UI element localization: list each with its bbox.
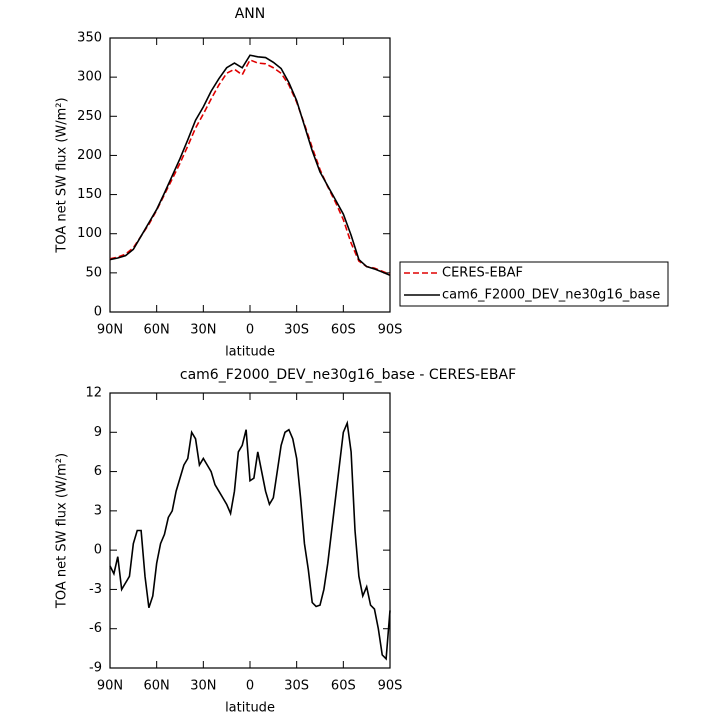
x-tick-label: 60N xyxy=(144,323,170,338)
legend-box xyxy=(399,261,669,307)
legend-label: CERES-EBAF xyxy=(442,266,523,281)
x-tick-label: 30N xyxy=(190,323,216,338)
y-tick-label: 0 xyxy=(94,305,102,320)
y-tick-label: -3 xyxy=(89,582,102,597)
y-tick-label: 6 xyxy=(94,464,102,479)
y-tick-label: 100 xyxy=(77,226,102,241)
data-line xyxy=(109,54,391,276)
y-tick-label: 9 xyxy=(94,425,102,440)
x-tick-label: 30N xyxy=(190,679,216,694)
y-tick-label: -6 xyxy=(89,621,102,636)
y-tick-label: 350 xyxy=(77,31,102,46)
y-tick-label: 3 xyxy=(94,503,102,518)
y-tick-label: 250 xyxy=(77,109,102,124)
y-tick-label: 12 xyxy=(85,386,102,401)
y-tick-label: 300 xyxy=(77,70,102,85)
x-tick-label: 30S xyxy=(284,679,309,694)
x-tick-label: 60S xyxy=(331,679,356,694)
chart-title: cam6_F2000_DEV_ne30g16_base - CERES-EBAF xyxy=(180,367,516,383)
x-tick-label: 0 xyxy=(246,323,254,338)
x-tick-label: 60N xyxy=(144,679,170,694)
x-tick-label: 90N xyxy=(97,679,123,694)
data-line xyxy=(109,420,391,661)
chart-title: ANN xyxy=(235,6,266,22)
y-tick-label: 50 xyxy=(85,265,102,280)
y-tick-label: -9 xyxy=(89,661,102,676)
x-tick-label: 90S xyxy=(378,679,403,694)
x-axis-label: latitude xyxy=(225,345,275,360)
x-tick-label: 60S xyxy=(331,323,356,338)
y-tick-label: 200 xyxy=(77,148,102,163)
x-axis-label: latitude xyxy=(225,701,275,716)
y-axis-label: TOA net SW flux (W/m²) xyxy=(55,453,70,609)
plot-frame xyxy=(109,392,391,669)
y-tick-label: 0 xyxy=(94,543,102,558)
x-tick-label: 90S xyxy=(378,323,403,338)
x-tick-label: 90N xyxy=(97,323,123,338)
legend-label: cam6_F2000_DEV_ne30g16_base xyxy=(442,288,660,303)
data-line xyxy=(109,58,391,276)
plot-frame xyxy=(109,37,391,313)
x-tick-label: 30S xyxy=(284,323,309,338)
y-tick-label: 150 xyxy=(77,187,102,202)
x-tick-label: 0 xyxy=(246,679,254,694)
y-axis-label: TOA net SW flux (W/m²) xyxy=(55,97,70,253)
